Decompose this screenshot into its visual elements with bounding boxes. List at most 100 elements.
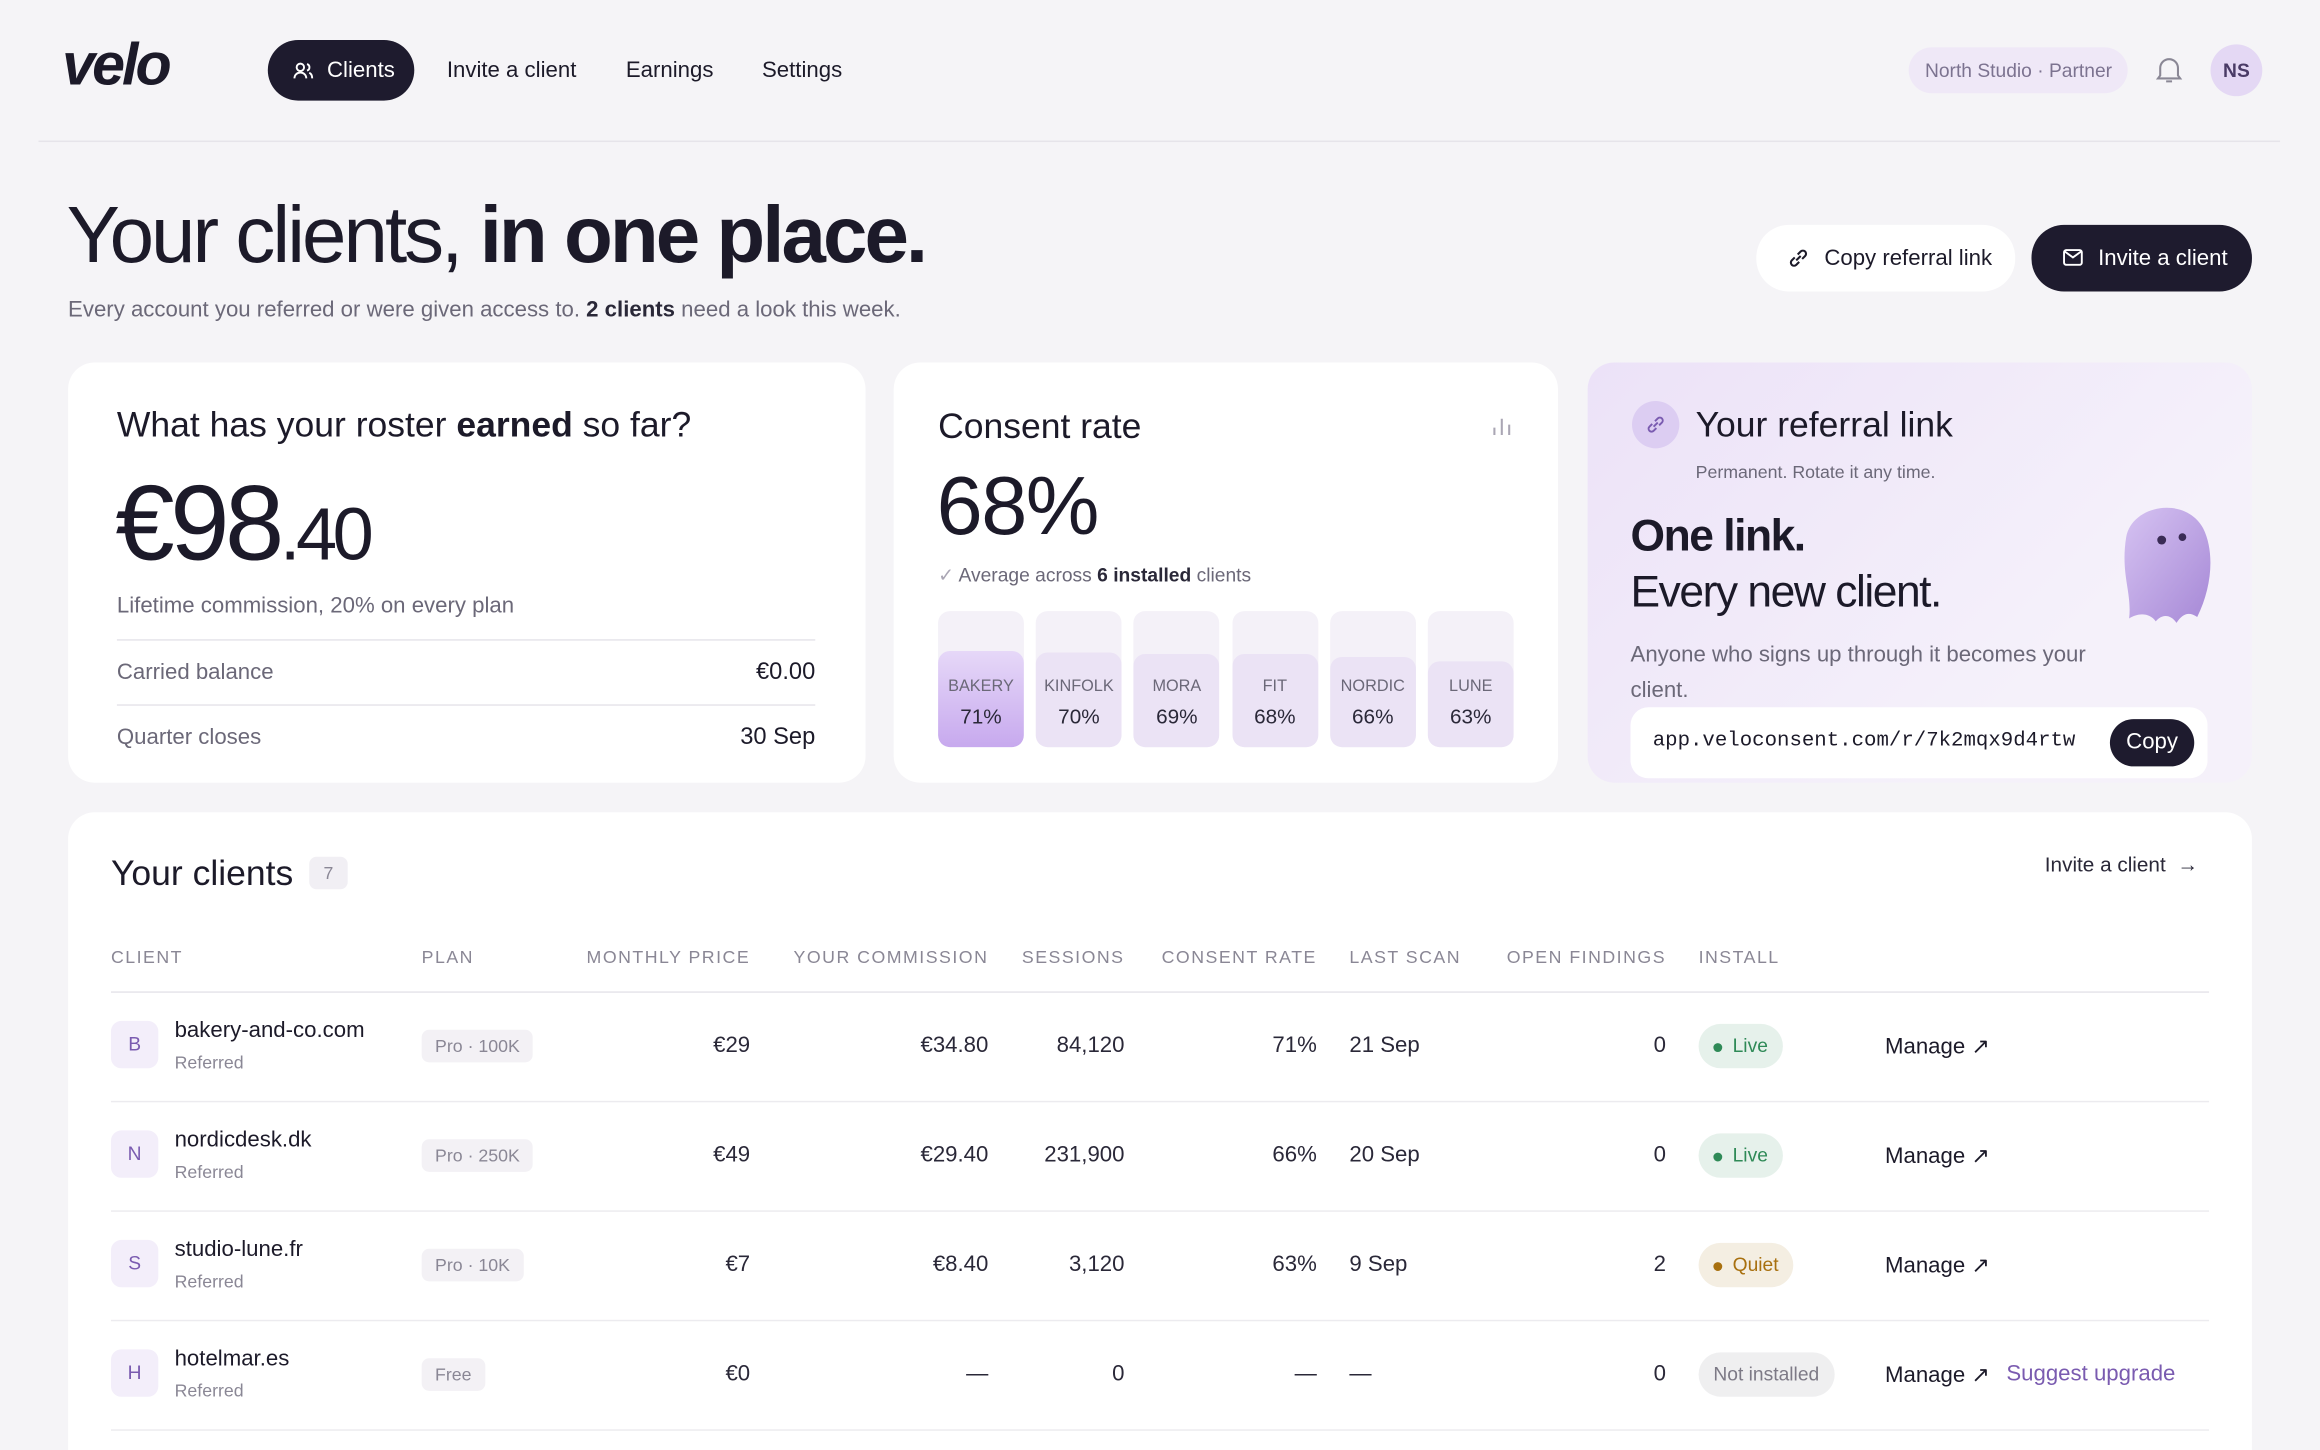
bar-label: FIT bbox=[1262, 677, 1288, 696]
plan-tag: Free bbox=[421, 1358, 485, 1391]
avatar[interactable]: NS bbox=[2210, 44, 2263, 97]
copy-button[interactable]: Copy bbox=[2109, 719, 2195, 767]
commission: €8.40 bbox=[932, 1251, 989, 1277]
suggest-upgrade[interactable]: Suggest upgrade bbox=[2006, 1361, 2176, 1387]
sub-start: Every account you referred or were given… bbox=[68, 297, 581, 323]
amount-cents: .40 bbox=[279, 492, 374, 576]
sub-end: need a look this week. bbox=[681, 297, 901, 323]
chart-icon[interactable] bbox=[1491, 416, 1512, 437]
bar-track: BAKERY 71% bbox=[938, 611, 1024, 748]
open-findings: 0 bbox=[1653, 1361, 1667, 1387]
consent-title: Consent rate bbox=[938, 406, 1142, 447]
install-badge: Live bbox=[1698, 1023, 1783, 1069]
client-initial: H bbox=[110, 1349, 159, 1397]
consent-card: Consent rate 68% ✓ Average across 6 inst… bbox=[893, 362, 1559, 783]
nav-item[interactable]: Clients bbox=[326, 57, 395, 83]
bar-value: 70% bbox=[1058, 704, 1100, 728]
monthly-price: €49 bbox=[713, 1142, 751, 1168]
divider bbox=[110, 1319, 2210, 1322]
button-label[interactable]: Copy referral link bbox=[1824, 245, 1993, 271]
bar bbox=[1133, 653, 1220, 748]
earnings-card: What has your roster earned so far? €98.… bbox=[68, 362, 866, 783]
status-dot bbox=[1713, 1261, 1723, 1271]
bar-label: MORA bbox=[1152, 677, 1202, 696]
consent-rate: 66% bbox=[1272, 1142, 1317, 1168]
divider bbox=[110, 1429, 2210, 1431]
open-findings: 0 bbox=[1653, 1032, 1667, 1058]
divider bbox=[116, 639, 816, 641]
divider bbox=[110, 991, 2210, 993]
column-header: MONTHLY PRICE bbox=[586, 946, 751, 968]
client-source: Referred bbox=[174, 1380, 244, 1402]
hero-subtitle: Every account you referred or were given… bbox=[68, 297, 901, 322]
q-bold: earned bbox=[456, 405, 573, 446]
clients-title: Your clients bbox=[110, 853, 294, 894]
divider bbox=[110, 1100, 2210, 1103]
amount-whole: €98 bbox=[115, 464, 284, 583]
last-scan: — bbox=[1349, 1361, 1372, 1387]
hero-title: Your clients, in one place. bbox=[67, 189, 929, 281]
plan-tag: Pro · 250K bbox=[421, 1139, 534, 1172]
nav-item[interactable]: Settings bbox=[761, 57, 843, 83]
consent-rate: 63% bbox=[1272, 1251, 1317, 1277]
title-bold: in one place. bbox=[479, 190, 928, 280]
nav-item[interactable]: Invite a client bbox=[446, 57, 577, 83]
install-badge: Not installed bbox=[1698, 1352, 1835, 1397]
commission: — bbox=[966, 1361, 989, 1387]
client-name[interactable]: bakery-and-co.com bbox=[174, 1017, 365, 1044]
column-header: CLIENT bbox=[110, 946, 184, 968]
sessions: 84,120 bbox=[1056, 1032, 1125, 1058]
bell-icon[interactable] bbox=[2155, 55, 2183, 85]
manage-link[interactable]: Manage ↗ bbox=[1885, 1034, 1990, 1060]
column-header: INSTALL bbox=[1698, 946, 1780, 968]
status-dot bbox=[1713, 1151, 1723, 1161]
manage-link[interactable]: Manage ↗ bbox=[1885, 1143, 1990, 1169]
monthly-price: €7 bbox=[725, 1251, 751, 1277]
bar-value: 71% bbox=[960, 704, 1002, 728]
earnings-note: Lifetime commission, 20% on every plan bbox=[116, 593, 515, 619]
status-dot bbox=[1713, 1042, 1723, 1052]
manage-link[interactable]: Manage ↗ bbox=[1885, 1253, 1990, 1279]
nav-active[interactable]: Clients bbox=[267, 39, 415, 101]
referral-title: Your referral link bbox=[1695, 405, 1953, 446]
install-badge: Live bbox=[1698, 1133, 1783, 1178]
last-scan: 20 Sep bbox=[1349, 1142, 1420, 1168]
divider bbox=[110, 1210, 2210, 1212]
bar-value: 66% bbox=[1352, 704, 1394, 728]
install-status: Live bbox=[1732, 1034, 1768, 1057]
manage-link[interactable]: Manage ↗ bbox=[1885, 1362, 1990, 1388]
client-name[interactable]: studio-lune.fr bbox=[174, 1236, 303, 1263]
sub-bold: 2 clients bbox=[586, 297, 675, 323]
clients-card: Your clients 7 Invite a client → CLIENT P… bbox=[68, 812, 2252, 1450]
nav-item[interactable]: Earnings bbox=[625, 57, 714, 83]
client-initial: B bbox=[110, 1020, 159, 1069]
bar bbox=[938, 650, 1024, 748]
partner-badge: North Studio · Partner bbox=[1908, 47, 2129, 94]
install-status: Live bbox=[1732, 1143, 1768, 1166]
link-field[interactable]: app.veloconsent.com/r/7k2mqx9d4rtw Copy bbox=[1630, 707, 2208, 779]
invite-label[interactable]: Invite a client bbox=[2044, 852, 2166, 876]
button-label[interactable]: Invite a client bbox=[2098, 245, 2228, 271]
open-findings: 2 bbox=[1653, 1251, 1667, 1277]
headline: One link. bbox=[1630, 511, 1807, 561]
bar bbox=[1329, 657, 1416, 748]
logo[interactable]: velo bbox=[62, 32, 172, 98]
invite-link[interactable]: Invite a client → bbox=[2045, 852, 2198, 876]
consent-value: 68% bbox=[936, 458, 1100, 552]
note-bold: 6 installed bbox=[1097, 563, 1192, 586]
note-end: clients bbox=[1196, 563, 1252, 586]
consent-note: ✓ Average across 6 installed clients bbox=[938, 564, 1251, 588]
bar-value: 69% bbox=[1156, 704, 1198, 728]
client-name[interactable]: nordicdesk.dk bbox=[174, 1127, 312, 1153]
invite-button[interactable]: Invite a client bbox=[2031, 224, 2252, 292]
copy-link-button[interactable]: Copy referral link bbox=[1756, 224, 2016, 292]
last-scan: 21 Sep bbox=[1349, 1032, 1420, 1058]
q-start: What has your roster bbox=[116, 405, 447, 446]
divider bbox=[38, 140, 2281, 143]
client-name[interactable]: hotelmar.es bbox=[174, 1346, 290, 1372]
row-label: Quarter closes bbox=[116, 725, 262, 751]
commission: €29.40 bbox=[920, 1142, 989, 1168]
consent-rate: 71% bbox=[1272, 1032, 1317, 1058]
link-icon bbox=[1789, 249, 1808, 267]
